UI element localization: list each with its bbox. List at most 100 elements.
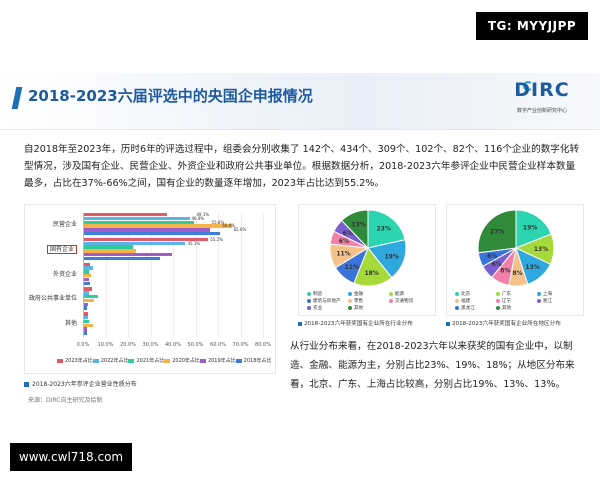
bar-value-label: 65.6% bbox=[233, 227, 247, 233]
industry-pie-legend: 制造 金融 能源 建筑与房地产 零售 交通物流 农业 其他 bbox=[307, 291, 431, 312]
bar bbox=[84, 256, 161, 261]
category-label-text: 国有企业 bbox=[46, 244, 77, 254]
conclusion-paragraph: 从行业分布来看，在2018-2023六年以来获奖的国有企业中，以制造、金融、能源… bbox=[290, 341, 575, 390]
legend-dot bbox=[307, 306, 311, 310]
x-tick-label: 50.0% bbox=[187, 342, 204, 348]
logo-arc-icon bbox=[523, 81, 533, 91]
source-note: 来源：DIRC自主研究及绘制 bbox=[28, 397, 103, 404]
bar bbox=[84, 312, 88, 316]
legend-dot bbox=[495, 292, 500, 296]
category-label: 国有企业 bbox=[46, 244, 77, 254]
industry-pie-caption-text: 2018-2023六年获奖国有企业所在行业分布 bbox=[304, 321, 413, 327]
bar bbox=[84, 253, 172, 257]
legend-swatch bbox=[57, 358, 63, 363]
bar bbox=[84, 228, 210, 232]
pie-slice-label: 6% bbox=[339, 238, 349, 245]
bar-value-label: 60.6% bbox=[222, 223, 236, 229]
pie-slice-label: 18% bbox=[364, 270, 378, 277]
x-tick-label: 20.0% bbox=[120, 342, 136, 348]
site-watermark: www.cwl718.com bbox=[10, 443, 132, 471]
category-label: 政府公共事业单位 bbox=[29, 293, 77, 302]
category-label: 其他 bbox=[65, 318, 77, 327]
legend-label: 零售 bbox=[353, 299, 364, 304]
bar bbox=[84, 306, 88, 310]
pie-slice-label: 13% bbox=[534, 246, 548, 253]
legend-label: 建筑与房地产 bbox=[313, 299, 341, 304]
pie-slice-label: 11% bbox=[336, 250, 350, 257]
legend-entry: 辽宁 bbox=[495, 298, 537, 304]
pie-slice-label: 11% bbox=[345, 264, 359, 271]
legend-entry: 北京 bbox=[455, 291, 496, 297]
tg-badge: TG: MYYJJPP bbox=[476, 12, 588, 40]
legend-label: 2020年占比 bbox=[172, 358, 200, 364]
category-label: 民营企业 bbox=[53, 219, 77, 228]
x-tick-label: 0.0% bbox=[76, 342, 90, 348]
bar bbox=[84, 277, 90, 282]
bar bbox=[84, 302, 88, 306]
caption-square-icon bbox=[24, 382, 29, 387]
legend-dot bbox=[455, 306, 459, 310]
legend-swatch bbox=[164, 358, 171, 363]
bar bbox=[84, 327, 88, 331]
bar-value-label: 49.1% bbox=[196, 212, 210, 217]
legend-entry: 2020年占比 bbox=[164, 357, 200, 364]
y-axis-line bbox=[83, 213, 84, 337]
pie-slice-label: 6% bbox=[492, 261, 502, 268]
legend-entry: 其他 bbox=[347, 305, 389, 311]
legend-label: 2019年占比 bbox=[207, 358, 236, 364]
legend-dot bbox=[495, 299, 500, 303]
x-tick-label: 60.0% bbox=[210, 342, 226, 348]
title-accent-bar bbox=[11, 87, 23, 109]
x-tick-label: 30.0% bbox=[142, 342, 159, 348]
bar bbox=[84, 216, 190, 221]
legend-entry: 2019年占比 bbox=[199, 357, 236, 364]
legend-label: 黑龙江 bbox=[461, 306, 475, 311]
bar-value-label: 46.9% bbox=[191, 215, 205, 221]
bar bbox=[84, 291, 90, 295]
grid-line bbox=[150, 213, 152, 337]
pie-slice-label: 13% bbox=[525, 264, 539, 271]
pie-slice-label: 13% bbox=[351, 222, 365, 229]
bar bbox=[84, 281, 91, 285]
legend-label: 金融 bbox=[353, 292, 364, 297]
bar-value-label: 45.1% bbox=[187, 240, 201, 246]
legend-entry: 能源 bbox=[388, 291, 430, 297]
bar-value-label: 55.8% bbox=[211, 219, 225, 225]
region-pie-chart: 19% 13% 13% 8% 8% 6% 6% 27% 北京 广东 上海 福建 辽宁 浙江 黑龙江 其他 bbox=[446, 204, 584, 316]
pie-slice-label: 8% bbox=[512, 270, 522, 277]
bar bbox=[84, 262, 90, 266]
pie-slice bbox=[341, 209, 369, 250]
legend-label: 能源 bbox=[394, 292, 405, 297]
grid-line bbox=[105, 213, 107, 337]
category-label-text: 其他 bbox=[64, 320, 77, 328]
pie-slice-label: 6% bbox=[487, 253, 497, 260]
pie-slice-label: 6% bbox=[343, 230, 353, 237]
legend-label: 2018年占比 bbox=[243, 358, 272, 364]
legend-entry: 上海 bbox=[536, 291, 578, 297]
grid-line bbox=[218, 213, 219, 337]
bar bbox=[84, 266, 93, 270]
x-tick-label: 70.0% bbox=[232, 342, 249, 348]
x-tick-label: 10.0% bbox=[97, 342, 114, 348]
legend-dot bbox=[536, 292, 541, 296]
legend-dot bbox=[388, 299, 393, 303]
bar bbox=[84, 323, 93, 327]
legend-label: 其他 bbox=[353, 306, 364, 311]
legend-label: 交通物流 bbox=[394, 299, 414, 304]
bar bbox=[84, 232, 221, 236]
legend-entry: 黑龙江 bbox=[455, 305, 496, 311]
legend-entry: 金融 bbox=[347, 291, 389, 297]
legend-entry: 零售 bbox=[347, 298, 389, 304]
legend-dot bbox=[347, 299, 352, 303]
bar bbox=[84, 224, 232, 228]
x-tick-label: 80.0% bbox=[255, 342, 271, 348]
region-pie-caption-text: 2018-2023六年获奖国有企业所在地区分布 bbox=[452, 321, 561, 327]
legend-label: 北京 bbox=[461, 292, 471, 297]
pie-slice bbox=[367, 239, 407, 279]
legend-label: 农业 bbox=[313, 306, 323, 311]
category-label: 外资企业 bbox=[53, 269, 77, 278]
logo-subtitle: 数字产业创新研究中心 bbox=[516, 108, 567, 114]
legend-label: 2023年占比 bbox=[65, 358, 93, 364]
category-label-text: 外资企业 bbox=[52, 270, 77, 278]
logo-text: DIRC bbox=[514, 79, 570, 101]
